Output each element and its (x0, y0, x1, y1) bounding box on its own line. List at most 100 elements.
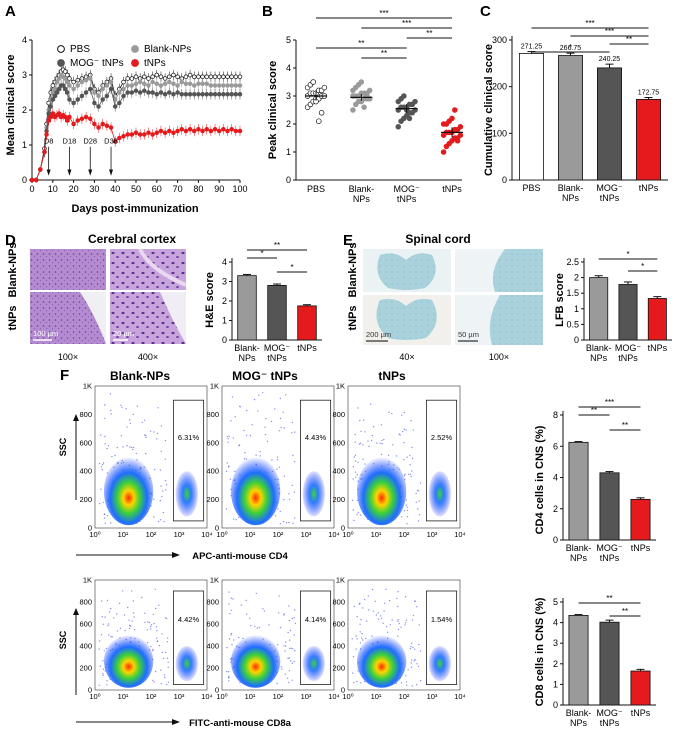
facs-event (415, 501, 417, 503)
b-point (454, 138, 461, 144)
facs-gate (172, 399, 205, 522)
facs-event (361, 633, 363, 635)
b-sig-label: ** (381, 49, 387, 58)
facs-event (233, 639, 235, 641)
facs-event (133, 629, 136, 631)
facs-event (104, 435, 106, 438)
d-sig-label: ** (274, 241, 280, 250)
facs-event (232, 518, 235, 520)
c-ytick-label: 0 (502, 175, 507, 185)
facs-event (163, 520, 165, 523)
b-point (321, 84, 328, 91)
facs-event (265, 418, 267, 420)
a-point-3 (79, 116, 85, 121)
facs-event (226, 436, 229, 438)
a-point-3 (146, 130, 151, 136)
facs-ytick: 600 (332, 620, 345, 629)
facs-event (106, 599, 109, 602)
c-ytick-label: 200 (492, 82, 507, 92)
facs-event (131, 590, 133, 592)
facs-event (387, 454, 390, 457)
a-point-2 (100, 97, 105, 102)
facs-xtick: 10¹ (245, 692, 256, 701)
facs-event (358, 443, 361, 445)
facs-event (101, 600, 103, 602)
a-annotation-arrowhead (67, 169, 72, 176)
a-point-1 (216, 83, 222, 88)
a-point-2 (129, 90, 135, 95)
lfb-bg-1 (455, 249, 505, 292)
a-point-1 (54, 79, 60, 85)
b-ytick-label: 5 (286, 35, 291, 45)
facs-event (389, 624, 391, 626)
legend-tnps: tNPs (144, 58, 166, 69)
facs-gate-percent: 2.52% (431, 433, 453, 442)
facs-event (288, 521, 290, 524)
facs-event (419, 650, 422, 652)
facs-event (352, 656, 355, 658)
a-point-3 (75, 118, 81, 123)
a-point-0 (50, 83, 56, 88)
facs-event (101, 463, 104, 466)
facs-event (410, 666, 413, 668)
facs-event (166, 637, 169, 639)
b-ytick-label: 4 (286, 63, 291, 73)
facs-event (149, 628, 152, 630)
facs-event (371, 434, 374, 437)
f4-category-label: Blank-NPs (566, 543, 592, 563)
facs-event (160, 669, 162, 671)
facs-event (153, 681, 155, 683)
facs-ytick: 400 (206, 467, 219, 476)
facs-event (294, 517, 296, 519)
facs-event (362, 419, 365, 421)
facs-event (239, 405, 241, 407)
facs-event (253, 398, 256, 401)
legend-marker-blank (131, 45, 139, 53)
facs-event (351, 499, 354, 502)
facs-ytick: 600 (79, 438, 92, 447)
d-category-label: Blank-NPs (234, 343, 260, 363)
e-category-label: MOG⁻ tNPs (615, 343, 641, 363)
facs-event (288, 681, 290, 684)
facs-event (145, 452, 147, 455)
facs-event (239, 682, 241, 684)
facs-event (132, 446, 135, 449)
facs-event (410, 662, 412, 664)
facs-event (293, 634, 295, 636)
facs-event (405, 675, 407, 677)
a-point-2 (162, 91, 168, 97)
facs-event (268, 624, 270, 626)
a-point-3 (67, 114, 72, 120)
d-bar (267, 284, 287, 341)
facs-event (288, 657, 291, 659)
facs-event (238, 445, 240, 447)
a-point-3 (56, 111, 62, 116)
facs-event (413, 660, 416, 662)
facs-event (109, 611, 111, 613)
a-point-3 (71, 121, 76, 127)
facs-event (258, 394, 260, 396)
facs-event (351, 638, 353, 640)
f8-ytick-label: 2 (553, 659, 558, 669)
a-point-3 (237, 128, 243, 134)
a-point-2 (46, 111, 51, 116)
a-point-3 (137, 132, 143, 137)
facs-event (157, 407, 159, 409)
a-xtick-label: 20 (69, 184, 79, 194)
facs-event (293, 617, 295, 619)
a-point-0 (158, 74, 164, 79)
a-point-0 (67, 76, 72, 81)
facs-xtick: 10¹ (118, 692, 129, 701)
b-sig-label: ** (358, 39, 364, 48)
facs-event (358, 603, 360, 605)
a-point-3 (65, 118, 70, 123)
a-ytick-label: 3 (22, 70, 27, 80)
facs-event (294, 622, 297, 625)
facs-event (360, 637, 363, 639)
a-point-3 (233, 128, 239, 134)
facs-event (355, 648, 357, 650)
facs-event (288, 493, 290, 495)
a-annotation-label: D18 (63, 136, 77, 145)
b-category-label: PBS (307, 184, 325, 194)
